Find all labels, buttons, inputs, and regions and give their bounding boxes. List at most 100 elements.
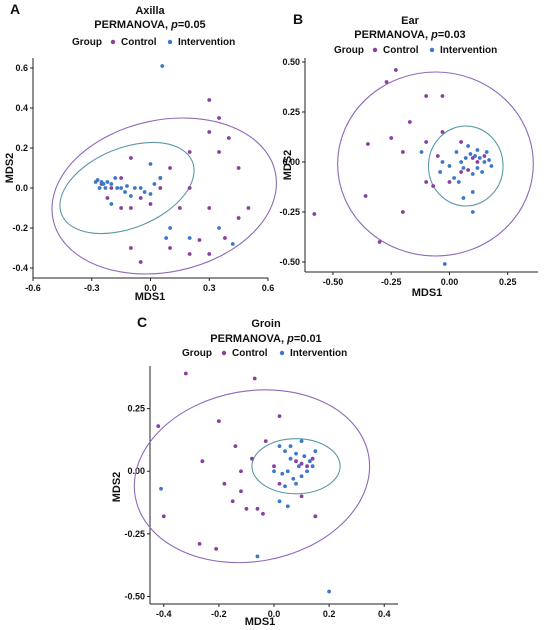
point-intervention-B — [470, 172, 475, 176]
confidence-ellipse-control-A — [51, 117, 277, 275]
point-intervention-B — [470, 210, 475, 214]
point-control-A — [187, 252, 192, 256]
point-control-A — [187, 186, 192, 190]
point-control-B — [440, 130, 445, 134]
point-control-B — [459, 140, 464, 144]
point-control-A — [197, 238, 202, 242]
point-control-B — [312, 212, 317, 216]
y-tick-label-A: 0.4 — [15, 103, 28, 113]
point-intervention-B — [463, 156, 468, 160]
point-control-A — [119, 176, 124, 180]
point-control-A — [217, 116, 221, 120]
point-intervention-B — [461, 196, 466, 200]
panel-B: B Ear PERMANOVA, p=0.03 Group Control In… — [279, 11, 538, 299]
point-intervention-C — [313, 449, 318, 454]
point-control-A — [158, 186, 163, 190]
panel-subtitle-A: PERMANOVA, p=0.05 — [94, 19, 205, 31]
point-intervention-C — [294, 451, 298, 456]
x-tick-label-C: -0.4 — [156, 609, 172, 619]
confidence-ellipse-control-B — [337, 71, 534, 257]
point-intervention-C — [327, 589, 332, 594]
point-control-C — [272, 464, 276, 469]
y-tick-label-A: -0.4 — [12, 263, 28, 273]
point-intervention-A — [148, 162, 153, 166]
point-control-B — [424, 140, 429, 144]
y-tick-label-B: 0.25 — [282, 107, 300, 117]
point-control-A — [187, 150, 192, 154]
point-intervention-A — [132, 186, 137, 190]
point-intervention-B — [438, 170, 443, 174]
point-intervention-A — [158, 176, 163, 180]
point-intervention-B — [466, 144, 470, 148]
y-tick-label-B: -0.25 — [279, 207, 300, 217]
point-control-B — [400, 210, 405, 214]
point-control-B — [435, 154, 440, 158]
legend-B: Group Control Intervention — [334, 45, 497, 56]
x-tick-label-C: 0.0 — [268, 609, 281, 619]
point-control-B — [459, 170, 464, 174]
point-control-A — [217, 150, 221, 154]
x-tick-label-C: -0.2 — [211, 609, 227, 619]
legend-title-B: Group — [334, 45, 364, 56]
point-control-C — [313, 514, 318, 519]
point-intervention-B — [419, 150, 424, 154]
legend-title-C: Group — [182, 348, 212, 359]
point-intervention-B — [489, 164, 494, 168]
panel-label-B: B — [293, 11, 303, 27]
point-control-C — [239, 489, 243, 494]
point-control-A — [207, 98, 212, 102]
point-intervention-A — [164, 236, 169, 240]
point-control-A — [236, 216, 241, 220]
point-intervention-A — [109, 182, 114, 186]
y-tick-label-B: 0.00 — [282, 157, 300, 167]
point-intervention-C — [280, 471, 285, 476]
x-tick-label-A: 0.3 — [203, 283, 216, 293]
point-intervention-B — [482, 160, 487, 164]
point-control-C — [310, 456, 315, 461]
point-control-A — [207, 130, 212, 134]
point-intervention-C — [159, 486, 163, 491]
legend-label-control-B: Control — [383, 45, 419, 56]
point-control-C — [299, 461, 304, 466]
point-control-A — [138, 260, 143, 264]
point-control-B — [384, 80, 389, 84]
point-intervention-A — [103, 186, 108, 190]
plot-area-C: -0.4 -0.2 0.0 0.2 0.4-0.50-0.250.000.25 — [124, 366, 398, 619]
legend-C: Group Control Intervention — [182, 348, 347, 359]
point-intervention-A — [109, 202, 114, 206]
legend-label-intervention-C: Intervention — [290, 348, 347, 359]
legend-marker-intervention-C — [279, 350, 285, 356]
point-control-A — [148, 202, 153, 206]
point-intervention-A — [160, 64, 165, 68]
point-intervention-B — [480, 170, 484, 174]
y-tick-label-B: -0.50 — [279, 257, 300, 267]
x-axis-title-A: MDS1 — [135, 291, 166, 303]
point-intervention-C — [277, 444, 282, 449]
point-control-C — [261, 511, 265, 516]
point-intervention-A — [97, 186, 102, 190]
confidence-ellipse-control-C — [133, 389, 371, 564]
point-intervention-C — [255, 554, 260, 559]
point-control-C — [299, 494, 304, 499]
legend-title-A: Group — [72, 37, 102, 48]
point-control-B — [400, 150, 405, 154]
point-intervention-B — [447, 164, 452, 168]
point-intervention-B — [470, 190, 475, 194]
point-control-A — [109, 186, 114, 190]
point-control-B — [466, 168, 470, 172]
point-intervention-C — [288, 456, 293, 461]
point-intervention-C — [283, 449, 287, 454]
legend-label-intervention-B: Intervention — [440, 45, 497, 56]
point-control-A — [129, 206, 133, 210]
panel-A: A Axilla PERMANOVA, p=0.05 Group Control… — [4, 1, 277, 303]
point-intervention-B — [461, 166, 466, 170]
point-control-C — [200, 459, 205, 464]
confidence-ellipse-intervention-C — [251, 438, 341, 495]
legend-label-control-C: Control — [232, 348, 268, 359]
point-control-A — [223, 236, 227, 240]
legend-marker-control-A — [110, 39, 116, 45]
point-intervention-B — [456, 180, 461, 184]
point-control-C — [294, 459, 298, 464]
point-control-C — [214, 546, 219, 551]
point-control-B — [366, 142, 370, 146]
